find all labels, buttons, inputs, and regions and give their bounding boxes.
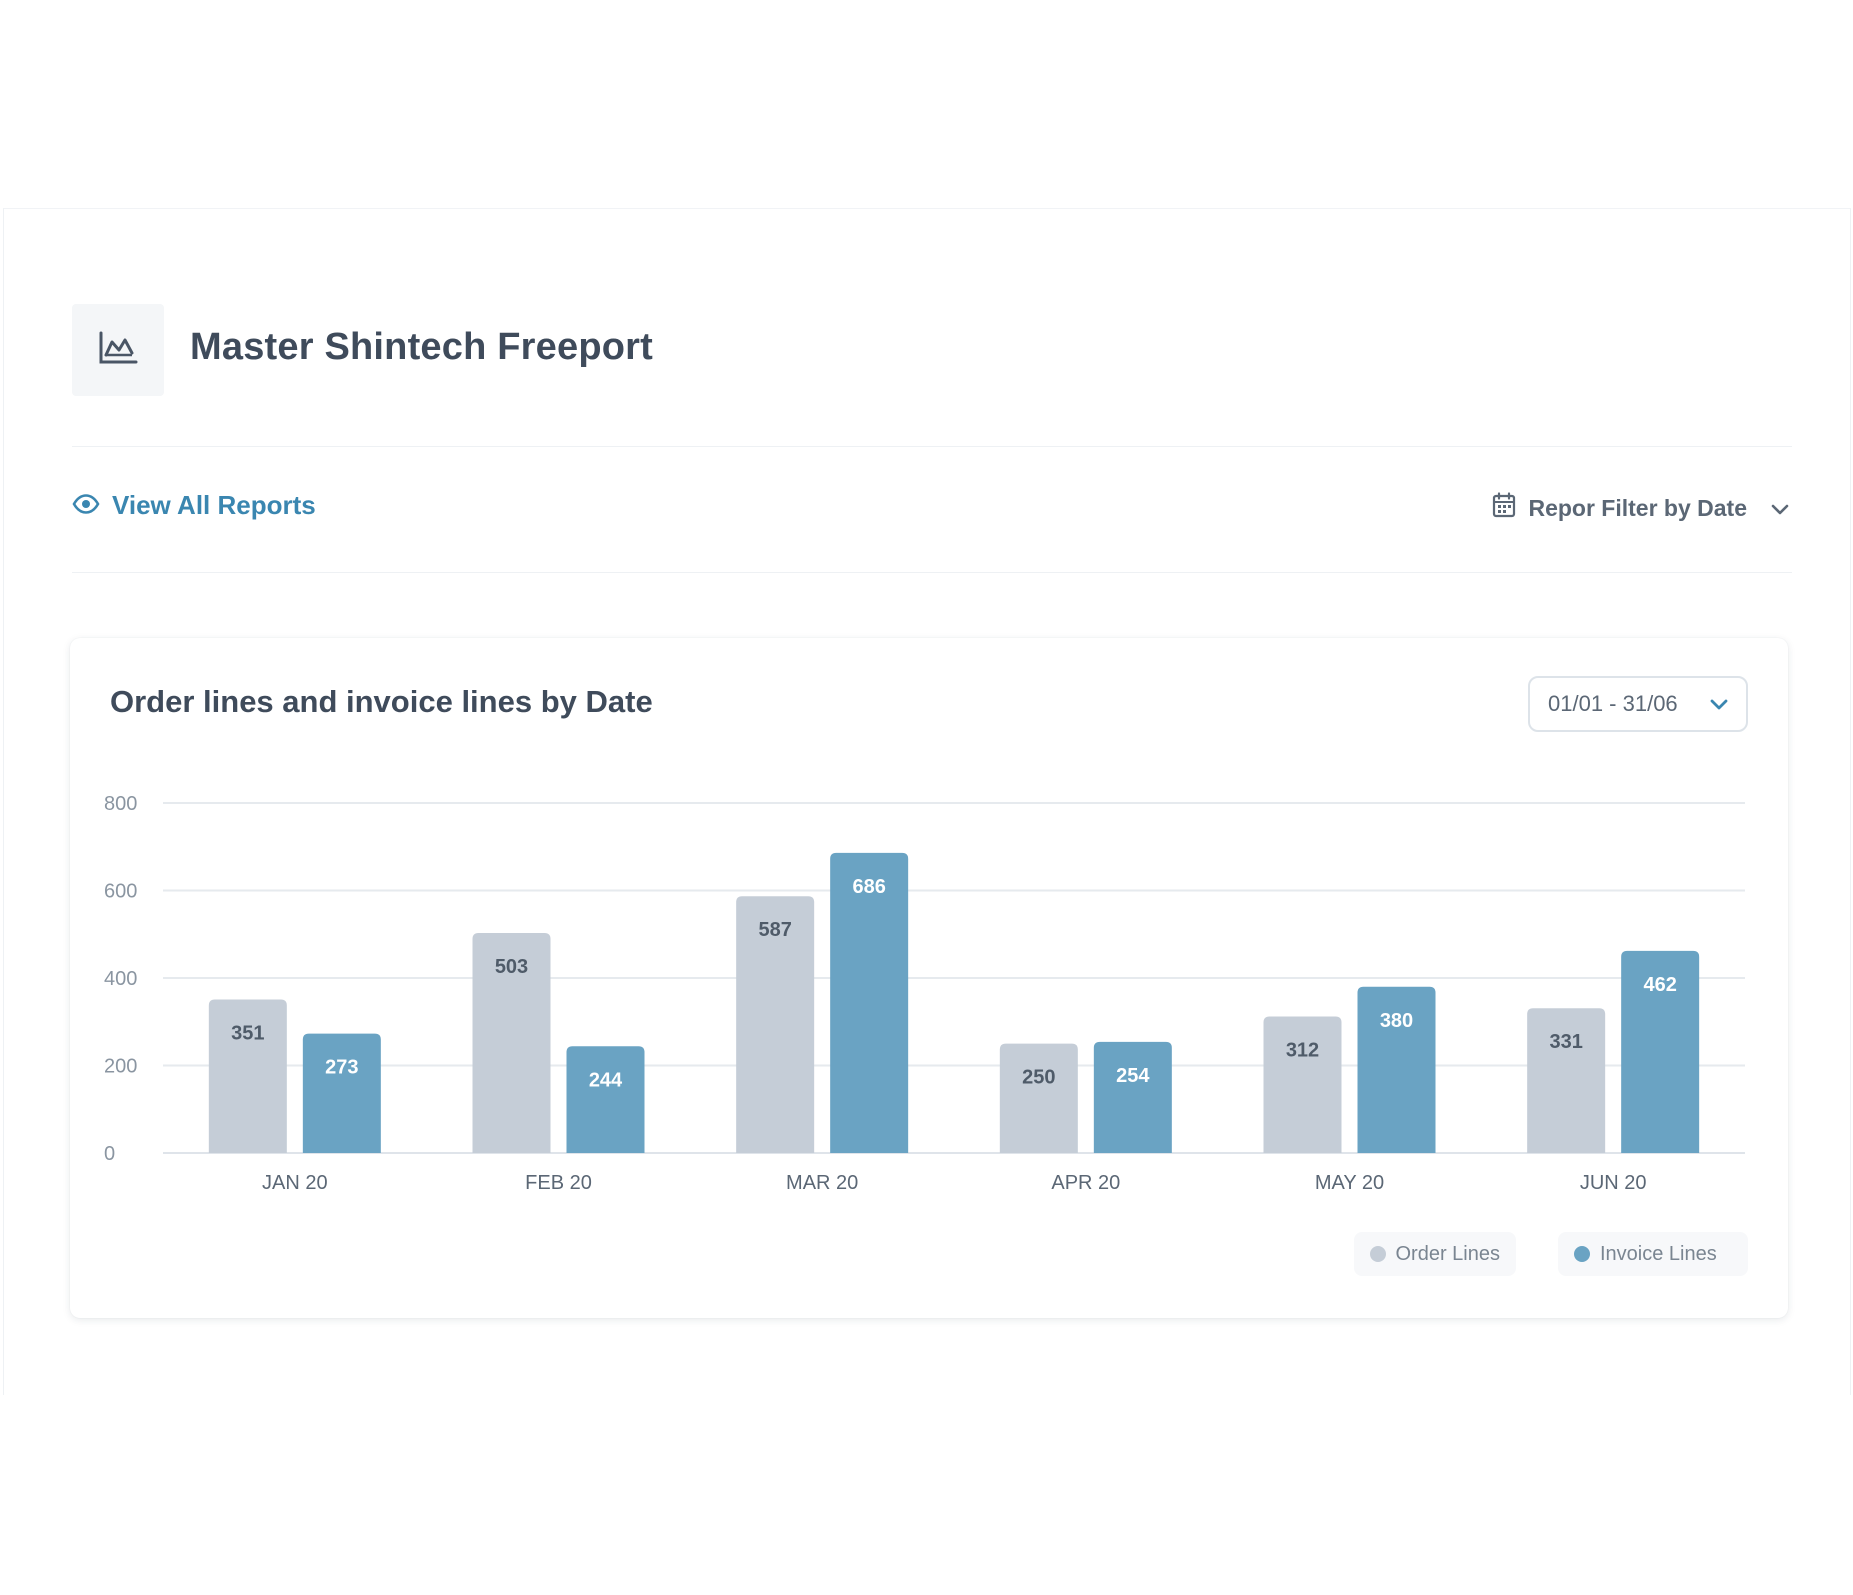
view-all-reports-label: View All Reports [112, 490, 316, 520]
report-date-filter[interactable]: Repor Filter by Date [1492, 492, 1789, 524]
x-tick-label: APR 20 [1051, 1172, 1120, 1194]
chart-card: Order lines and invoice lines by Date 01… [70, 638, 1788, 1318]
bar-order-lines [208, 999, 287, 1153]
bar-value-label: 312 [1286, 1040, 1319, 1062]
date-filter-label: Repor Filter by Date [1528, 494, 1747, 521]
calendar-icon [1492, 492, 1516, 524]
bar-value-label: 462 [1643, 974, 1676, 996]
x-tick-label: MAR 20 [786, 1172, 858, 1194]
legend-order-label: Order Lines [1395, 1242, 1501, 1265]
header-divider [72, 446, 1792, 447]
bar-invoice-lines [1357, 986, 1436, 1153]
bar-value-label: 587 [758, 919, 791, 941]
bar-value-label: 244 [589, 1069, 623, 1091]
area-chart-icon [98, 331, 138, 370]
invoice-lines-dot [1574, 1246, 1590, 1262]
order-lines-dot [1369, 1246, 1386, 1262]
date-range-value: 01/01 - 31/06 [1548, 691, 1678, 716]
bar-order-lines [1527, 1008, 1606, 1153]
bar-value-label: 686 [852, 876, 885, 898]
chart-title: Order lines and invoice lines by Date [110, 684, 653, 719]
toolbar-divider [72, 572, 1792, 573]
bar-value-label: 380 [1380, 1010, 1413, 1032]
bar-value-label: 273 [325, 1057, 358, 1079]
bar-invoice-lines [566, 1046, 645, 1153]
y-tick-label: 800 [104, 793, 137, 815]
legend-invoice-label: Invoice Lines [1600, 1242, 1717, 1265]
chevron-down-icon [1710, 691, 1728, 717]
legend-order-lines[interactable]: Order Lines [1353, 1232, 1516, 1276]
bar-order-lines [999, 1043, 1078, 1153]
y-tick-label: 600 [104, 881, 137, 903]
bar-value-label: 250 [1022, 1067, 1055, 1089]
x-tick-label: JAN 20 [262, 1172, 328, 1194]
y-tick-label: 200 [104, 1056, 137, 1078]
bar-value-label: 351 [231, 1022, 264, 1044]
page-title: Master Shintech Freeport [190, 326, 654, 368]
y-tick-label: 0 [104, 1143, 115, 1165]
chevron-down-icon [1771, 495, 1789, 522]
bar-invoice-lines [302, 1033, 381, 1153]
bar-order-lines [472, 932, 551, 1153]
bar-invoice-lines [1621, 950, 1700, 1153]
y-tick-label: 400 [104, 968, 137, 990]
bar-value-label: 503 [495, 956, 528, 978]
bar-order-lines [736, 896, 815, 1153]
x-tick-label: MAY 20 [1315, 1172, 1384, 1194]
bar-invoice-lines [830, 852, 909, 1153]
bar-order-lines [1263, 1016, 1342, 1153]
eye-icon [72, 490, 100, 521]
date-range-select[interactable]: 01/01 - 31/06 [1528, 676, 1748, 732]
view-all-reports-link[interactable]: View All Reports [72, 490, 316, 521]
bar-value-label: 254 [1116, 1065, 1150, 1087]
x-tick-label: JUN 20 [1580, 1172, 1647, 1194]
bar-value-label: 331 [1549, 1031, 1582, 1053]
bar-invoice-lines [1093, 1041, 1172, 1153]
bar-chart: 0 200 400 600 800 351 273 JAN 20 503 244 FEB 20 587… [104, 793, 1745, 1194]
header-icon-box [72, 304, 164, 396]
x-tick-label: FEB 20 [525, 1172, 592, 1194]
legend-invoice-lines[interactable]: Invoice Lines [1558, 1232, 1748, 1276]
